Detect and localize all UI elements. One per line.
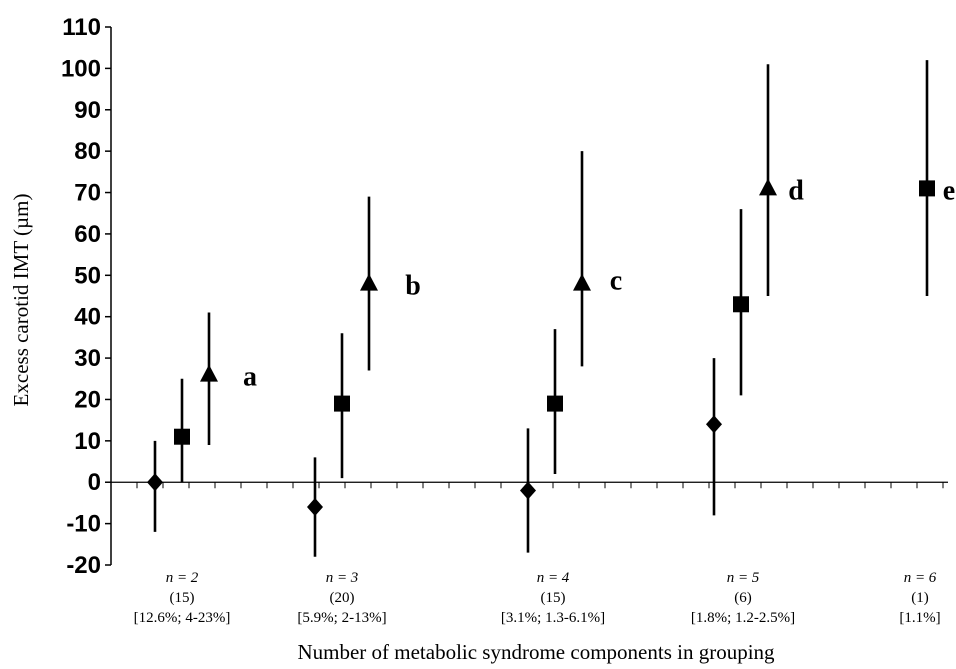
- category-count-label: (15): [541, 590, 566, 606]
- triangle-marker: [759, 178, 777, 196]
- group-letter: a: [243, 362, 257, 393]
- y-tick-label: 40: [74, 304, 101, 331]
- zero-axis: [111, 481, 948, 489]
- category-percent-label: [1.1%]: [899, 610, 940, 626]
- triangle-marker: [360, 273, 378, 291]
- square-marker: [733, 296, 749, 313]
- group-letter: e: [943, 175, 955, 206]
- category-n-label: n = 2: [166, 570, 199, 586]
- category-percent-label: [3.1%; 1.3-6.1%]: [501, 610, 605, 626]
- y-tick-label: 80: [74, 138, 101, 165]
- y-tick-label: 50: [74, 262, 101, 289]
- category-n-label: n = 4: [537, 570, 570, 586]
- data-points: a b c d e: [147, 60, 955, 557]
- y-tick-label: 60: [74, 221, 101, 248]
- square-marker: [919, 180, 935, 197]
- y-tick-label: 0: [88, 469, 101, 496]
- square-marker: [334, 395, 350, 412]
- category-percent-label: [12.6%; 4-23%]: [134, 610, 231, 626]
- triangle-marker: [200, 364, 218, 382]
- category-count-label: (15): [170, 590, 195, 606]
- y-tick-label: 30: [74, 345, 101, 372]
- y-tick-label: 10: [74, 428, 101, 455]
- y-tick-label: 100: [61, 55, 101, 82]
- diamond-marker: [147, 473, 163, 492]
- category-count-label: (6): [734, 590, 752, 606]
- category-n-label: n = 5: [727, 570, 760, 586]
- square-marker: [547, 395, 563, 412]
- group-letter: b: [405, 271, 421, 302]
- square-marker: [174, 428, 190, 445]
- y-tick-label: 110: [62, 14, 101, 41]
- category-count-label: (20): [330, 590, 355, 606]
- diamond-marker: [520, 481, 536, 500]
- y-tick-label: 70: [74, 180, 101, 207]
- category-n-label: n = 6: [904, 570, 937, 586]
- x-axis-title: Number of metabolic syndrome components …: [297, 640, 775, 664]
- category-labels: n = 2 (15) [12.6%; 4-23%] n = 3 (20) [5.9%; 2…: [134, 570, 941, 626]
- y-axis-title: Excess carotid IMT (µm): [9, 194, 33, 407]
- y-tick-label: -10: [66, 511, 101, 538]
- group-letter: d: [788, 175, 804, 206]
- diamond-marker: [307, 498, 323, 517]
- category-count-label: (1): [911, 590, 929, 606]
- group-letter: c: [610, 266, 622, 297]
- category-percent-label: [5.9%; 2-13%]: [297, 610, 386, 626]
- category-n-label: n = 3: [326, 570, 359, 586]
- y-tick-label: 90: [74, 97, 101, 124]
- y-tick-label: -20: [66, 552, 101, 579]
- category-percent-label: [1.8%; 1.2-2.5%]: [691, 610, 795, 626]
- y-tick-label: 20: [74, 386, 101, 413]
- y-axis: -20 -10 0 10 20 30 40 50 60 70 80 90 100 110: [61, 14, 112, 579]
- triangle-marker: [573, 273, 591, 291]
- diamond-marker: [706, 415, 722, 434]
